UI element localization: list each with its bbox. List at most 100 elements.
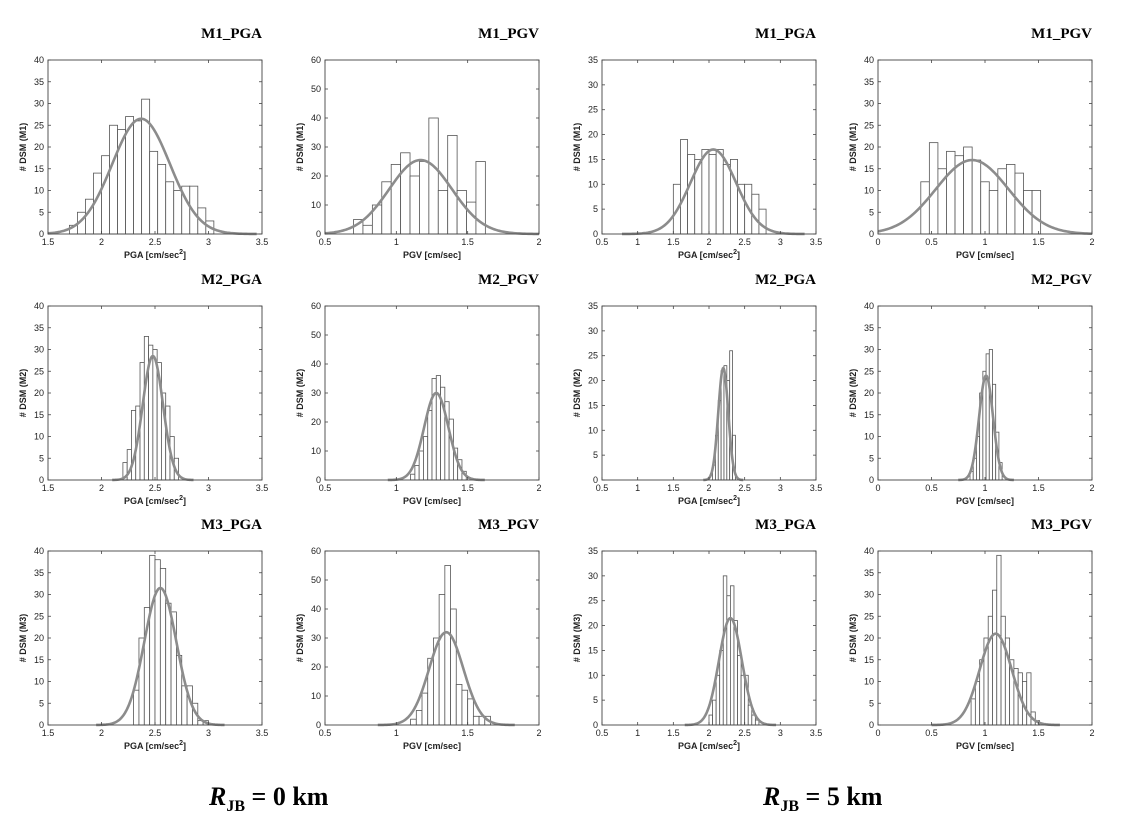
y-tick-label: 15: [588, 645, 598, 655]
x-tick-label: 3.5: [256, 728, 269, 738]
histogram-bar: [165, 181, 175, 235]
y-tick-label: 20: [34, 633, 44, 643]
y-tick-label: 40: [864, 301, 874, 311]
y-tick-label: 5: [593, 450, 598, 460]
histogram-bar: [758, 208, 767, 235]
x-tick-label: 1.5: [1032, 237, 1045, 247]
histogram-bar: [712, 699, 717, 726]
y-tick-label: 20: [588, 376, 598, 386]
y-tick-label: 0: [316, 229, 321, 239]
y-tick-label: 35: [864, 323, 874, 333]
x-tick-label: 3.5: [810, 728, 823, 738]
y-tick-label: 40: [311, 604, 321, 614]
histogram-bar: [421, 692, 429, 726]
x-axis-label: PGV [cm/sec]: [403, 741, 461, 751]
y-tick-label: 25: [588, 351, 598, 361]
x-tick-label: 1.5: [1032, 483, 1045, 493]
x-tick-label: 1: [982, 728, 987, 738]
y-axis-label: # DSM (M2): [848, 369, 858, 418]
y-tick-label: 5: [593, 204, 598, 214]
y-axis-label: # DSM (M3): [572, 614, 582, 663]
x-axis-label: PGV [cm/sec]: [956, 250, 1014, 260]
histogram-bar: [362, 224, 373, 235]
histogram-bar: [149, 554, 156, 726]
normal-fit-curve: [684, 616, 777, 727]
histogram-bar: [467, 698, 474, 726]
y-tick-label: 5: [869, 453, 874, 463]
histogram-bar: [737, 655, 742, 726]
histogram-bar: [971, 159, 982, 235]
normal-fit-curve: [958, 374, 1014, 482]
panel-title: M2_PGA: [755, 272, 816, 288]
y-tick-label: 40: [34, 301, 44, 311]
y-tick-label: 10: [311, 691, 321, 701]
y-tick-label: 5: [593, 695, 598, 705]
y-tick-label: 15: [34, 164, 44, 174]
x-tick-label: 1.5: [461, 237, 474, 247]
y-axis-label: # DSM (M3): [18, 614, 28, 663]
y-tick-label: 5: [39, 698, 44, 708]
x-tick-label: 0.5: [596, 483, 609, 493]
histogram-bar: [435, 375, 441, 481]
histogram-bar: [722, 575, 728, 726]
y-tick-label: 25: [864, 611, 874, 621]
normal-fit-curve: [47, 117, 257, 236]
y-tick-label: 10: [588, 425, 598, 435]
y-tick-label: 60: [311, 301, 321, 311]
normal-fit-curve: [703, 366, 744, 482]
histogram-bar: [680, 139, 689, 235]
y-tick-label: 30: [311, 142, 321, 152]
y-tick-label: 15: [864, 164, 874, 174]
histogram-bar: [418, 450, 424, 481]
histogram-bar: [687, 154, 696, 235]
y-tick-label: 30: [864, 345, 874, 355]
y-tick-label: 25: [864, 120, 874, 130]
histogram-panel: M3_PGA 1.5 2 2.5 3 3.5 0 5 10 15 20 25 30 35 40 PGA [cm…: [18, 517, 268, 751]
y-tick-label: 30: [34, 590, 44, 600]
x-tick-label: 1: [982, 483, 987, 493]
y-tick-label: 30: [311, 388, 321, 398]
panel-title: M2_PGV: [478, 272, 539, 288]
x-tick-label: 1: [394, 237, 399, 247]
x-tick-label: 3: [206, 237, 211, 247]
y-tick-label: 5: [869, 698, 874, 708]
histogram-bar: [461, 689, 469, 726]
caption-right-subscript: JB: [780, 798, 800, 816]
y-tick-label: 35: [588, 55, 598, 65]
panel-title: M3_PGV: [1031, 517, 1092, 533]
caption-right: RJB = 5 km: [763, 782, 882, 816]
x-tick-label: 2.5: [149, 237, 162, 247]
histogram-bar: [149, 150, 159, 235]
y-tick-label: 30: [311, 633, 321, 643]
x-tick-label: 3: [778, 483, 783, 493]
x-tick-label: 2.5: [149, 483, 162, 493]
panel-title: M1_PGV: [478, 26, 539, 42]
y-tick-label: 5: [869, 207, 874, 217]
y-tick-label: 10: [34, 432, 44, 442]
normal-fit-curve: [377, 630, 515, 727]
y-tick-label: 15: [864, 655, 874, 665]
histogram-bar: [410, 473, 416, 481]
histogram-bar: [726, 595, 731, 726]
y-tick-label: 10: [34, 677, 44, 687]
x-tick-label: 0.5: [925, 237, 938, 247]
x-tick-label: 3.5: [810, 237, 823, 247]
x-tick-label: 3.5: [810, 483, 823, 493]
x-tick-label: 1.5: [461, 483, 474, 493]
y-tick-label: 20: [588, 621, 598, 631]
histogram-bar: [715, 149, 724, 235]
histogram-bar: [415, 710, 423, 726]
x-tick-label: 3: [206, 728, 211, 738]
normal-fit-curve: [877, 158, 1093, 235]
x-tick-label: 1.5: [42, 728, 55, 738]
histogram-bar: [1006, 163, 1016, 235]
x-tick-label: 1.5: [1032, 728, 1045, 738]
x-tick-label: 1: [982, 237, 987, 247]
y-axis-label: # DSM (M2): [18, 369, 28, 418]
y-tick-label: 35: [34, 323, 44, 333]
histogram-bar: [414, 465, 420, 481]
x-tick-label: 0.5: [596, 237, 609, 247]
x-tick-label: 2: [99, 728, 104, 738]
histogram-bar: [722, 163, 731, 235]
